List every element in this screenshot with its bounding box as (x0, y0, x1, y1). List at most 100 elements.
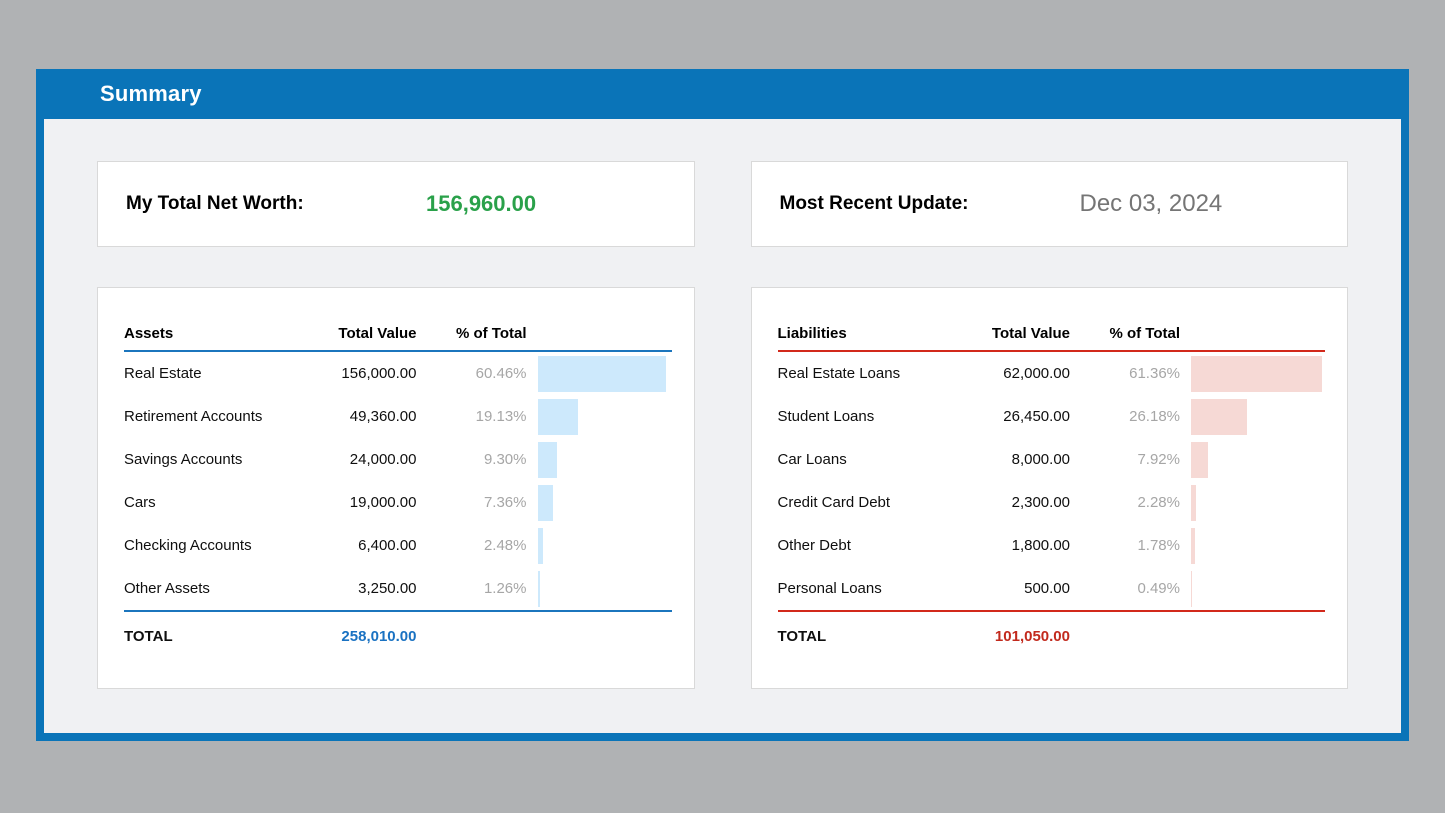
row-value: 26,450.00 (1003, 408, 1070, 425)
table-row: Credit Card Debt 2,300.00 2.28% (778, 481, 1326, 524)
percent-bar (1191, 484, 1196, 521)
liabilities-total-row: TOTAL 101,050.00 (778, 612, 1326, 660)
table-row: Other Assets 3,250.00 1.26% (124, 567, 672, 610)
table-row: Retirement Accounts 49,360.00 19.13% (124, 395, 672, 438)
row-label: Savings Accounts (124, 451, 243, 468)
row-percent: 26.18% (1129, 408, 1180, 425)
percent-bar-cell (1180, 395, 1325, 438)
row-label: Other Assets (124, 580, 210, 597)
table-row: Real Estate Loans 62,000.00 61.36% (778, 352, 1326, 395)
row-percent: 2.28% (1137, 494, 1180, 511)
row-label: Cars (124, 494, 156, 511)
percent-bar-cell (527, 438, 672, 481)
summary-window: Summary My Total Net Worth: 156,960.00 M… (36, 69, 1409, 741)
percent-bar-cell (527, 481, 672, 524)
table-row: Real Estate 156,000.00 60.46% (124, 352, 672, 395)
table-row: Other Debt 1,800.00 1.78% (778, 524, 1326, 567)
row-label: Real Estate (124, 365, 202, 382)
row-percent: 1.26% (483, 580, 527, 597)
row-value: 49,360.00 (349, 408, 417, 425)
row-percent: 7.36% (483, 494, 527, 511)
column-header-liabilities: Liabilities (777, 324, 847, 342)
row-label: Retirement Accounts (124, 408, 263, 425)
row-value: 62,000.00 (1003, 365, 1070, 382)
row-percent: 7.92% (1137, 451, 1180, 468)
row-value: 8,000.00 (1011, 451, 1070, 468)
percent-bar (537, 527, 543, 564)
row-value: 500.00 (1024, 580, 1070, 597)
table-row: Car Loans 8,000.00 7.92% (778, 438, 1326, 481)
row-value: 156,000.00 (341, 365, 417, 382)
liabilities-total-divider (777, 610, 1325, 612)
percent-bar (537, 398, 579, 435)
page-title: Summary (100, 81, 202, 106)
percent-bar (1191, 570, 1192, 607)
row-label: Credit Card Debt (777, 494, 891, 511)
row-label: Other Debt (777, 537, 851, 554)
window-content: My Total Net Worth: 156,960.00 Most Rece… (44, 119, 1401, 733)
column-header-total-value: Total Value (991, 324, 1070, 342)
liabilities-total-value: 101,050.00 (994, 627, 1070, 645)
assets-table-card: Assets Total Value % of Total Real Estat… (97, 287, 695, 689)
percent-bar-cell (1180, 567, 1325, 610)
table-row: Checking Accounts 6,400.00 2.48% (124, 524, 672, 567)
row-value: 24,000.00 (349, 451, 417, 468)
column-header-total-value: Total Value (338, 324, 417, 342)
percent-bar (1191, 527, 1195, 564)
row-percent: 2.48% (483, 537, 527, 554)
tables-row: Assets Total Value % of Total Real Estat… (97, 287, 1348, 689)
summary-cards-row: My Total Net Worth: 156,960.00 Most Rece… (97, 161, 1348, 247)
percent-bar (537, 355, 667, 392)
row-label: Checking Accounts (124, 537, 252, 554)
net-worth-value: 156,960.00 (426, 191, 537, 216)
last-update-label: Most Recent Update: (779, 193, 969, 214)
table-row: Personal Loans 500.00 0.49% (778, 567, 1326, 610)
row-label: Student Loans (777, 408, 875, 425)
liabilities-table-card: Liabilities Total Value % of Total Real … (750, 287, 1348, 689)
last-update-value: Dec 03, 2024 (1079, 190, 1223, 217)
row-percent: 61.36% (1129, 365, 1180, 382)
row-value: 1,800.00 (1011, 537, 1070, 554)
net-worth-card: My Total Net Worth: 156,960.00 (97, 161, 695, 247)
percent-bar-cell (527, 395, 672, 438)
row-value: 19,000.00 (349, 494, 417, 511)
percent-bar-cell (527, 567, 672, 610)
liabilities-table-header: Liabilities Total Value % of Total (777, 316, 1325, 352)
percent-bar-cell (1180, 438, 1325, 481)
row-label: Car Loans (777, 451, 847, 468)
row-label: Real Estate Loans (777, 365, 901, 382)
percent-bar-cell (527, 524, 672, 567)
row-percent: 9.30% (483, 451, 527, 468)
assets-total-value: 258,010.00 (341, 627, 417, 645)
column-header-pct-of-total: % of Total (455, 324, 527, 342)
assets-table-body: Real Estate 156,000.00 60.46% Retirement Ac… (124, 352, 672, 610)
row-percent: 0.49% (1137, 580, 1180, 597)
percent-bar (537, 570, 541, 607)
row-percent: 60.46% (475, 365, 527, 382)
assets-table-header: Assets Total Value % of Total (124, 316, 672, 352)
assets-total-row: TOTAL 258,010.00 (124, 612, 672, 660)
percent-bar (1191, 441, 1208, 478)
row-percent: 1.78% (1137, 537, 1180, 554)
column-header-assets: Assets (124, 324, 174, 342)
window-title-bar: Summary (36, 69, 1409, 119)
row-value: 2,300.00 (1011, 494, 1070, 511)
column-header-pct-of-total: % of Total (1109, 324, 1180, 342)
percent-bar (537, 441, 558, 478)
row-value: 6,400.00 (358, 537, 417, 554)
assets-total-label: TOTAL (124, 627, 173, 645)
percent-bar (537, 484, 554, 521)
row-value: 3,250.00 (358, 580, 417, 597)
assets-total-divider (124, 610, 672, 612)
percent-bar-cell (1180, 481, 1325, 524)
table-row: Cars 19,000.00 7.36% (124, 481, 672, 524)
percent-bar-cell (527, 352, 672, 395)
percent-bar (1191, 355, 1322, 392)
net-worth-label: My Total Net Worth: (126, 193, 304, 214)
percent-bar-cell (1180, 352, 1325, 395)
table-row: Savings Accounts 24,000.00 9.30% (124, 438, 672, 481)
table-row: Student Loans 26,450.00 26.18% (778, 395, 1326, 438)
last-update-card: Most Recent Update: Dec 03, 2024 (750, 161, 1348, 247)
percent-bar (1191, 398, 1247, 435)
